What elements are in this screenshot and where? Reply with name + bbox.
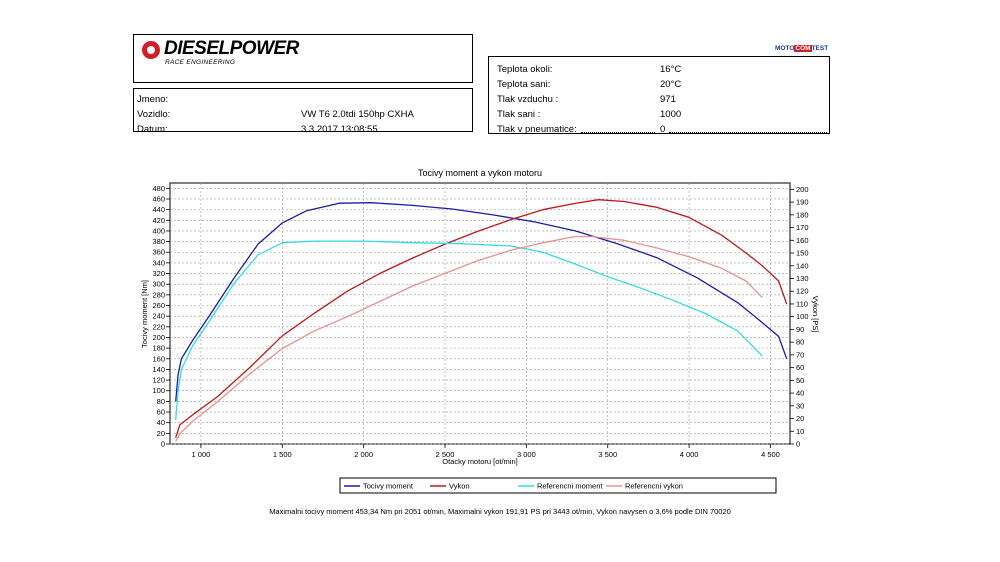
legend-label: Referencni vykon — [625, 482, 683, 491]
y-tick-label: 100 — [152, 386, 165, 395]
tire-pressure-value: 0 — [660, 124, 666, 135]
air-pressure-value: 971 — [660, 94, 676, 105]
y-tick-label: 400 — [152, 226, 165, 235]
name-label: Jmeno: — [137, 94, 169, 105]
y-tick-label: 40 — [157, 418, 165, 427]
y2-tick-label: 130 — [796, 274, 809, 283]
y-tick-label: 460 — [152, 194, 165, 203]
date-leader-dots — [170, 131, 294, 132]
y-tick-label: 380 — [152, 237, 165, 246]
y-tick-label: 140 — [152, 365, 165, 374]
y2-tick-label: 100 — [796, 312, 809, 321]
tire-pressure-label: Tlak v pneumatice: — [497, 124, 577, 135]
y2-tick-label: 160 — [796, 236, 809, 245]
y2-tick-label: 170 — [796, 223, 809, 232]
series-line-1 — [175, 199, 788, 438]
date-value: 3.3.2017 13:08:55 — [301, 124, 378, 135]
legend-box — [339, 477, 777, 494]
x-tick-label: 1 500 — [273, 450, 292, 459]
y-tick-label: 300 — [152, 280, 165, 289]
intake-pressure-label: Tlak sani : — [497, 109, 541, 120]
legend-label: Referencni moment — [537, 482, 603, 491]
air-pressure-label: Tlak vzduchu : — [497, 94, 559, 105]
y2-axis-label: Vykon [PS] — [811, 296, 820, 333]
x-tick-label: 3 000 — [517, 450, 536, 459]
y2-tick-label: 190 — [796, 198, 809, 207]
y-tick-label: 280 — [152, 290, 165, 299]
intake-temp-label: Teplota sani: — [497, 79, 551, 90]
y2-tick-label: 20 — [796, 414, 804, 423]
y2-tick-label: 200 — [796, 185, 809, 194]
y-tick-label: 160 — [152, 354, 165, 363]
y2-tick-label: 120 — [796, 287, 809, 296]
x-tick-label: 4 000 — [680, 450, 699, 459]
vehicle-label: Vozidlo: — [137, 109, 171, 120]
y-tick-label: 480 — [152, 184, 165, 193]
y-tick-label: 420 — [152, 216, 165, 225]
logo-box: DIESELPOWER RACE ENGINEERING — [133, 34, 473, 83]
y2-tick-label: 60 — [796, 363, 804, 372]
y2-tick-label: 10 — [796, 427, 804, 436]
y-tick-label: 240 — [152, 312, 165, 321]
turbo-logo-icon — [142, 41, 160, 59]
badge-mid: COM — [794, 45, 812, 52]
y2-tick-label: 0 — [796, 440, 800, 449]
y-tick-label: 360 — [152, 248, 165, 257]
badge-right: TEST — [811, 45, 829, 52]
series-line-0 — [175, 202, 788, 402]
y2-tick-label: 50 — [796, 376, 804, 385]
series-line-2 — [175, 240, 763, 421]
y-tick-label: 260 — [152, 301, 165, 310]
x-axis-label: Otacky motoru [ot/min] — [442, 457, 517, 466]
environment-box: Teplota okoli: 16°C Teplota sani: 20°C T… — [488, 56, 830, 135]
y-tick-label: 120 — [152, 376, 165, 385]
y2-tick-label: 90 — [796, 325, 804, 334]
y-tick-label: 20 — [157, 429, 165, 438]
x-tick-label: 4 500 — [761, 450, 780, 459]
y2-tick-label: 140 — [796, 261, 809, 270]
y-axis-label: Tocivy moment [Nm] — [140, 280, 149, 348]
y-tick-label: 340 — [152, 258, 165, 267]
date-trailing-dots — [389, 131, 471, 132]
tire-leader-dots — [581, 132, 655, 133]
x-tick-label: 1 000 — [192, 450, 211, 459]
motocomtest-badge: MOTOCOMTEST — [775, 45, 828, 52]
date-label: Datum: — [137, 124, 168, 135]
ambient-temp-value: 16°C — [660, 64, 682, 75]
badge-left: MOTO — [775, 45, 795, 52]
y2-tick-label: 80 — [796, 338, 804, 347]
y-tick-label: 200 — [152, 333, 165, 342]
y-tick-label: 80 — [157, 397, 165, 406]
y2-tick-label: 110 — [796, 299, 808, 308]
vehicle-value: VW T6 2.0tdi 150hp CXHA — [301, 109, 414, 120]
vehicle-info-box: Jmeno: Vozidlo: VW T6 2.0tdi 150hp CXHA … — [133, 88, 473, 135]
y2-tick-label: 70 — [796, 350, 804, 359]
legend-label: Tocivy moment — [363, 482, 414, 491]
logo-subtext: RACE ENGINEERING — [165, 59, 236, 66]
ambient-temp-label: Teplota okoli: — [497, 64, 553, 75]
x-tick-label: 2 500 — [436, 450, 455, 459]
y-tick-label: 60 — [157, 408, 165, 417]
series-line-3 — [175, 235, 763, 442]
x-tick-label: 2 000 — [354, 450, 373, 459]
summary-text: Maximalni tocivy moment 453,34 Nm pri 20… — [269, 507, 731, 516]
intake-pressure-value: 1000 — [660, 109, 682, 120]
x-tick-label: 3 500 — [598, 450, 617, 459]
chart-title: Tocivy moment a vykon motoru — [418, 168, 542, 178]
logo-text: DIESELPOWER — [164, 38, 299, 59]
y-tick-label: 320 — [152, 269, 165, 278]
y2-tick-label: 150 — [796, 249, 809, 258]
y2-tick-label: 30 — [796, 401, 804, 410]
intake-temp-value: 20°C — [660, 79, 682, 90]
y2-tick-label: 40 — [796, 389, 804, 398]
y-tick-label: 180 — [152, 344, 165, 353]
y-tick-label: 220 — [152, 322, 165, 331]
y-tick-label: 0 — [161, 440, 165, 449]
y-tick-label: 440 — [152, 205, 165, 214]
y2-tick-label: 180 — [796, 210, 809, 219]
tire-trailing-dots — [669, 132, 827, 133]
legend-label: Vykon — [449, 482, 470, 491]
